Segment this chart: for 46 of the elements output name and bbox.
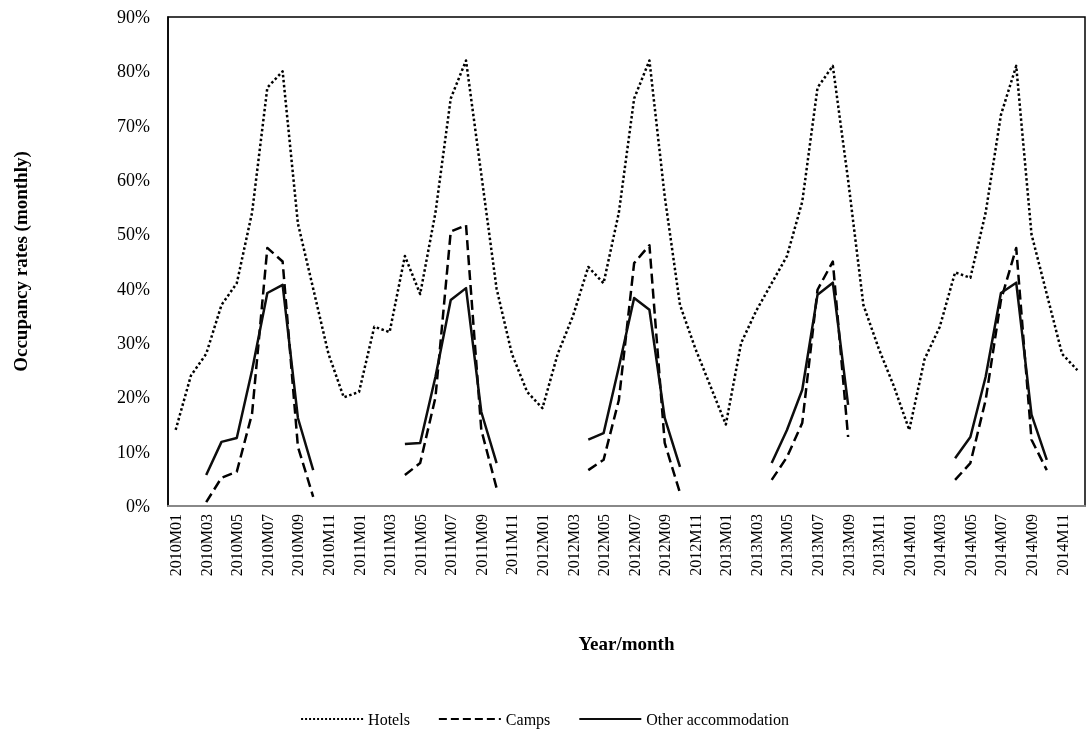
x-tick-label: 2010M05 — [228, 514, 246, 577]
y-tick-label: 90% — [117, 7, 150, 27]
x-tick-label: 2011M05 — [411, 514, 429, 576]
y-tick-label: 10% — [117, 441, 150, 462]
x-tick-label: 2013M09 — [839, 514, 857, 577]
x-tick-label: 2014M07 — [992, 514, 1010, 577]
x-tick-label: 2011M11 — [503, 514, 521, 576]
y-tick-label: 0% — [126, 496, 150, 516]
x-tick-label: 2011M01 — [350, 514, 368, 576]
y-tick-label: 30% — [117, 333, 150, 353]
x-tick-label: 2010M01 — [167, 514, 185, 577]
y-tick-label: 20% — [117, 387, 150, 408]
x-tick-label: 2011M07 — [442, 514, 460, 576]
x-tick-label: 2012M01 — [533, 514, 551, 577]
legend-label: Hotels — [368, 710, 410, 728]
y-axis-title: Occupancy rates (monthly) — [10, 151, 32, 372]
x-tick-label: 2014M09 — [1023, 514, 1041, 577]
y-tick-label: 50% — [117, 224, 150, 245]
x-tick-label: 2010M03 — [197, 514, 215, 577]
y-tick-label: 40% — [117, 278, 150, 299]
x-tick-label: 2010M11 — [319, 514, 337, 576]
x-tick-label: 2010M07 — [258, 514, 276, 577]
x-tick-label: 2012M05 — [595, 514, 613, 577]
x-tick-label: 2013M07 — [809, 514, 827, 577]
y-tick-label: 60% — [117, 170, 150, 190]
x-tick-label: 2014M03 — [931, 514, 949, 577]
x-tick-label: 2012M11 — [686, 514, 704, 576]
x-axis-title: Year/month — [578, 633, 675, 654]
x-tick-label: 2013M11 — [870, 514, 888, 576]
y-tick-label: 80% — [117, 61, 150, 82]
x-tick-label: 2012M03 — [564, 514, 582, 577]
x-tick-label: 2014M11 — [1053, 514, 1071, 576]
x-tick-label: 2013M05 — [778, 514, 796, 577]
x-tick-label: 2013M03 — [747, 514, 765, 577]
y-tick-label: 70% — [117, 115, 150, 136]
x-tick-label: 2010M09 — [289, 514, 307, 577]
x-tick-label: 2013M01 — [717, 514, 735, 577]
x-tick-label: 2011M03 — [381, 514, 399, 576]
legend-label: Camps — [505, 710, 551, 729]
x-tick-label: 2014M05 — [961, 514, 979, 577]
x-tick-label: 2012M09 — [656, 514, 674, 577]
x-tick-label: 2014M01 — [900, 514, 918, 577]
legend-label: Other accommodation — [646, 710, 789, 728]
x-tick-label: 2011M09 — [472, 514, 490, 576]
line-series — [174, 59, 1079, 432]
x-tick-label: 2012M07 — [625, 514, 643, 577]
